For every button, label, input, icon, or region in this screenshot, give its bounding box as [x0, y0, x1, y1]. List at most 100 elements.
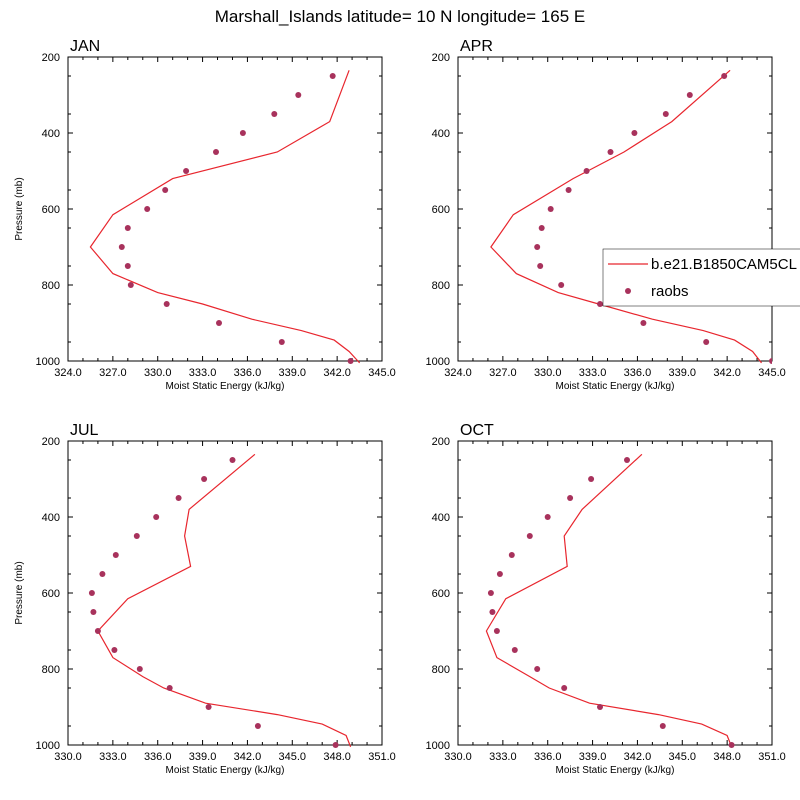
- panel-title: JUL: [70, 422, 99, 439]
- raobs-point: [90, 609, 97, 615]
- panel-title: OCT: [460, 422, 494, 439]
- y-axis-label: Pressure (mb): [14, 177, 25, 240]
- y-tick-label: 200: [432, 52, 450, 64]
- y-tick-label: 200: [432, 436, 450, 448]
- x-tick-label: 342.0: [624, 751, 652, 763]
- raobs-point: [659, 723, 666, 729]
- raobs-point: [88, 590, 95, 596]
- x-tick-label: 333.0: [579, 367, 607, 379]
- model-profile-line: [89, 70, 361, 364]
- raobs-point: [175, 495, 182, 501]
- raobs-point: [213, 149, 219, 155]
- raobs-point: [558, 282, 565, 288]
- raobs-point: [144, 206, 151, 212]
- raobs-point: [631, 130, 638, 136]
- legend-label-model: b.e21.B1850CAM5CL: [651, 256, 797, 273]
- raobs-point: [239, 130, 246, 136]
- x-tick-label: 351.0: [758, 751, 786, 763]
- plot-frame: [67, 440, 383, 746]
- raobs-point: [561, 685, 568, 691]
- legend-box: [602, 248, 800, 307]
- raobs-point: [496, 571, 503, 577]
- y-tick-label: 800: [42, 664, 60, 676]
- raobs-point: [493, 628, 500, 634]
- y-tick-label: 1000: [36, 740, 60, 752]
- panel-title: JAN: [70, 38, 100, 55]
- x-tick-label: 345.0: [279, 751, 307, 763]
- plot-frame: [457, 440, 773, 746]
- legend-label-raobs: raobs: [651, 283, 689, 300]
- x-tick-label: 324.0: [444, 367, 472, 379]
- x-tick-label: 339.0: [189, 751, 217, 763]
- x-tick-label: 330.0: [444, 751, 472, 763]
- raobs-point: [254, 723, 261, 729]
- raobs-point: [112, 552, 119, 558]
- model-profile-line: [97, 453, 352, 748]
- legend-dot-swatch: [625, 288, 631, 294]
- raobs-point: [508, 552, 515, 558]
- raobs-point: [640, 320, 647, 326]
- raobs-point: [534, 244, 541, 250]
- x-tick-label: 342.0: [234, 751, 262, 763]
- x-tick-label: 336.0: [144, 751, 172, 763]
- raobs-point: [489, 609, 496, 615]
- x-tick-label: 333.0: [189, 367, 217, 379]
- model-profile-line: [485, 453, 733, 748]
- legend: b.e21.B1850CAM5CL raobs: [602, 248, 800, 307]
- x-axis-label: Moist Static Energy (kJ/kg): [556, 381, 675, 392]
- raobs-point: [205, 704, 212, 710]
- y-tick-label: 400: [432, 128, 450, 140]
- raobs-point: [133, 533, 140, 539]
- data-layer: [89, 70, 361, 364]
- data-layer: [490, 69, 772, 364]
- x-tick-label: 327.0: [99, 367, 127, 379]
- x-tick-label: 336.0: [534, 751, 562, 763]
- raobs-point: [111, 647, 118, 653]
- y-axis-label: Pressure (mb): [14, 561, 25, 624]
- figure-title: Marshall_Islands latitude= 10 N longitud…: [215, 7, 585, 26]
- y-tick-label: 800: [432, 280, 450, 292]
- raobs-point: [597, 301, 603, 307]
- x-tick-label: 351.0: [368, 751, 396, 763]
- y-tick-label: 600: [42, 588, 60, 600]
- y-tick-label: 600: [432, 204, 450, 216]
- raobs-point: [511, 647, 518, 653]
- x-tick-label: 324.0: [54, 367, 82, 379]
- x-tick-label: 339.0: [279, 367, 307, 379]
- x-axis-label: Moist Static Energy (kJ/kg): [166, 765, 285, 776]
- raobs-point: [229, 457, 236, 463]
- raobs-point: [332, 742, 339, 748]
- raobs-point: [565, 187, 572, 193]
- raobs-point: [728, 742, 735, 748]
- raobs-point: [588, 476, 595, 482]
- x-tick-label: 339.0: [669, 367, 697, 379]
- model-profile-line: [490, 69, 762, 364]
- y-tick-label: 400: [42, 512, 60, 524]
- raobs-point: [124, 263, 131, 269]
- raobs-point: [136, 666, 143, 672]
- raobs-point: [544, 514, 551, 520]
- x-tick-label: 327.0: [489, 367, 517, 379]
- raobs-point: [153, 514, 160, 520]
- raobs-point: [201, 476, 208, 482]
- raobs-point: [567, 495, 574, 501]
- raobs-point: [183, 168, 190, 174]
- y-tick-label: 800: [42, 280, 60, 292]
- raobs-point: [583, 168, 590, 174]
- raobs-point: [487, 590, 494, 596]
- raobs-point: [537, 263, 544, 269]
- raobs-point: [118, 244, 125, 250]
- x-tick-label: 345.0: [669, 751, 697, 763]
- raobs-point: [526, 533, 533, 539]
- panel-jul: JUL 330.0 333.0 336.0 339.0 342.0 345.0 348.0 35…: [14, 422, 396, 776]
- raobs-point: [124, 225, 131, 231]
- raobs-point: [295, 92, 302, 98]
- x-tick-label: 336.0: [234, 367, 262, 379]
- panels: JAN 324.0 327.0 330.0 333.0 336.0 339.0 342.0 34…: [14, 38, 786, 776]
- y-tick-label: 200: [42, 436, 60, 448]
- raobs-point: [686, 92, 693, 98]
- y-tick-label: 400: [432, 512, 450, 524]
- y-tick-label: 600: [42, 204, 60, 216]
- raobs-point: [163, 301, 170, 307]
